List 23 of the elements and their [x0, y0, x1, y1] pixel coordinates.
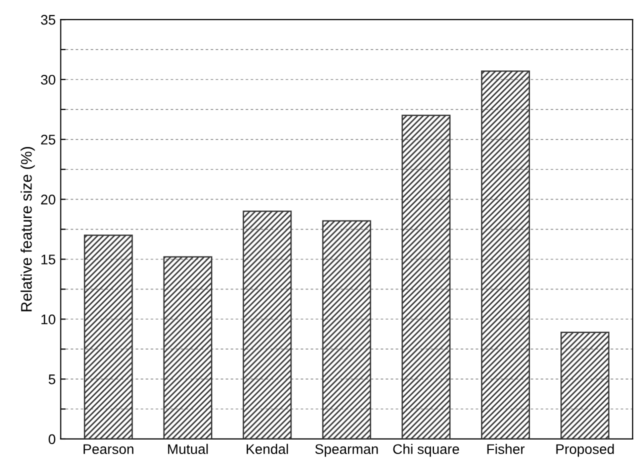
x-tick-label: Chi square	[393, 444, 460, 457]
y-tick-label: 30	[40, 74, 56, 85]
bar	[84, 234, 133, 439]
bar	[322, 220, 372, 439]
x-tick-label: Mutual	[168, 444, 208, 454]
y-tick-label: 10	[41, 314, 56, 324]
x-tick-label: Pearson	[84, 444, 134, 454]
x-tick-label: Proposed	[556, 444, 614, 457]
y-tick-label: 0	[48, 434, 56, 444]
y-axis-title: Relative feature size (%)	[20, 147, 35, 312]
bar	[242, 210, 292, 439]
y-tick-label: 35	[40, 14, 56, 25]
x-tick-label: Spearman	[315, 444, 378, 457]
y-tick-label: 5	[48, 374, 56, 384]
y-tick-label: 25	[41, 134, 56, 145]
bar	[163, 256, 212, 439]
x-tick-label: Fisher	[487, 444, 525, 454]
bar	[481, 70, 530, 439]
bar	[402, 114, 451, 439]
bar	[560, 332, 610, 439]
x-tick-label: Kendal	[246, 444, 288, 454]
y-tick-label: 20	[41, 194, 56, 204]
y-tick-label: 15	[41, 254, 56, 264]
